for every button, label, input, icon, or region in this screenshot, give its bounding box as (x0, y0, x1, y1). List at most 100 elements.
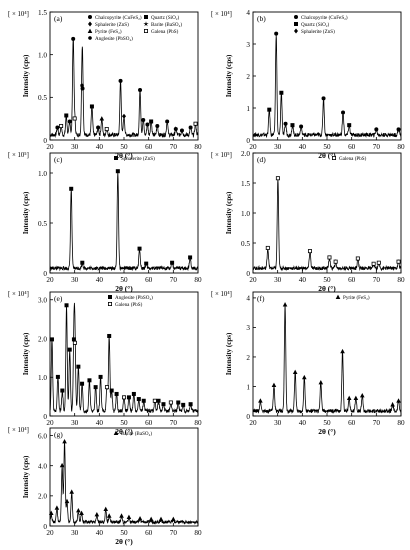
x-tick-label: 70 (170, 143, 178, 151)
xrd-panel-c: 0 0.5 1.0 20 30 40 50 60 70 80 2θ (°) Intensity (cp… (8, 152, 202, 293)
x-tick-label: 30 (71, 529, 79, 537)
legend-marker (294, 28, 298, 34)
panel-label: (c) (54, 155, 63, 164)
peak-marker (62, 438, 67, 444)
y-tick-label: 0 (43, 523, 47, 531)
x-axis-title: 2θ (°) (115, 537, 133, 546)
peak-marker (258, 398, 263, 403)
x-tick-label: 80 (397, 276, 405, 284)
peak-marker (48, 510, 54, 516)
y-tick-label: 6.0 (38, 432, 47, 440)
peak-marker (106, 513, 112, 518)
x-tick-label: 60 (348, 276, 356, 284)
peak-marker (188, 125, 193, 130)
y-tick-label: 4.0 (38, 462, 47, 470)
legend-marker (335, 294, 341, 299)
peak-marker (279, 90, 284, 95)
peak-marker (161, 402, 166, 407)
peak-marker (76, 364, 81, 369)
legend-label: Anglesite (PbSO₄) (95, 35, 133, 42)
legend-marker (294, 22, 298, 26)
peak-marker (99, 116, 105, 121)
peak-marker (340, 348, 345, 354)
legend-label: Chalcopyrite (CuFeS₂) (95, 14, 142, 21)
y-tick-label: 1.0 (38, 374, 47, 382)
legend: Anglesite (PbSO₄)Galena (PbS) (108, 294, 153, 308)
peak-marker (137, 515, 143, 521)
peak-marker (148, 516, 154, 522)
panel-label: (d) (257, 155, 266, 164)
peak-marker (64, 498, 70, 504)
y-tick-label: 2 (246, 73, 250, 81)
legend-label: Quartz (SiO₂) (301, 21, 330, 28)
peak-marker (69, 489, 75, 494)
legend: Chalcopyrite (CuFeS₂)Quartz (SiO₂)Sphale… (294, 14, 348, 35)
legend: Sphalerite (ZnS) (114, 155, 155, 162)
legend: Pyrite (FeS₂) (335, 294, 370, 301)
legend: Galena (PbS) (331, 155, 367, 162)
peak-marker (346, 395, 352, 401)
peak-marker (126, 514, 132, 520)
panel-label: (f) (257, 294, 265, 303)
y-tick-label: 2.0 (38, 335, 47, 343)
peak-marker (155, 123, 160, 128)
xrd-panel-b: 0 1 2 3 4 20 30 40 50 60 70 80 2θ (°) Intensity (cps)… (211, 9, 405, 160)
x-tick-label: 20 (46, 419, 54, 427)
peak-marker (299, 124, 304, 129)
peak-marker (355, 256, 360, 261)
x-tick-label: 50 (323, 143, 331, 151)
x-tick-label: 40 (299, 419, 307, 427)
peak-marker (282, 302, 288, 307)
peak-marker (119, 513, 124, 518)
legend-label: Pyrite (FeS₂) (343, 294, 370, 301)
y-axis-title: Intensity (cps) (22, 455, 30, 498)
peak-marker (149, 119, 154, 124)
peak-marker (109, 388, 114, 393)
x-tick-label: 70 (373, 276, 381, 284)
legend-label: Galena (PbS) (151, 28, 179, 35)
intensity-scale-label: [ × 10⁵] (211, 152, 232, 159)
y-axis-title: Intensity (cps) (225, 332, 233, 375)
peak-marker (173, 126, 178, 131)
x-axis-title: 2θ (°) (318, 427, 336, 436)
x-tick-label: 50 (120, 143, 128, 151)
legend-label: Pyrite (FeS₂) (95, 28, 122, 35)
xrd-panel-e: 0 1.0 2.0 3.0 20 30 40 50 60 70 80 2θ (°) Intensity … (8, 291, 202, 436)
peak-marker (98, 374, 103, 379)
peak-marker (104, 126, 109, 131)
x-tick-label: 70 (170, 419, 178, 427)
x-tick-label: 40 (96, 143, 104, 151)
peak-marker (93, 385, 98, 390)
x-tick-label: 30 (71, 143, 79, 151)
legend-label: Barite (BaSO₄) (151, 21, 182, 28)
peak-marker (118, 78, 123, 83)
peak-marker (396, 127, 401, 132)
x-tick-label: 80 (194, 276, 202, 284)
legend-marker (88, 36, 92, 40)
peak-marker (271, 382, 277, 388)
peak-marker (136, 397, 141, 402)
intensity-scale-label: [ × 10⁴] (8, 11, 29, 18)
peak-marker (141, 398, 146, 403)
peak-marker (67, 347, 72, 352)
peak-marker (181, 402, 186, 407)
x-tick-label: 40 (299, 276, 307, 284)
peak-marker (188, 402, 193, 407)
peak-marker (89, 104, 94, 109)
legend-marker (88, 21, 92, 27)
legend-marker (108, 301, 113, 306)
diffraction-pattern-line (49, 440, 199, 525)
x-tick-label: 50 (120, 276, 128, 284)
y-tick-label: 0 (246, 137, 250, 145)
x-tick-label: 80 (194, 419, 202, 427)
legend-marker (87, 28, 93, 33)
y-tick-label: 1.5 (241, 180, 250, 188)
xrd-panel-g: 0 2.0 4.0 6.0 20 30 40 50 60 70 80 2θ (°) Intensity … (8, 427, 202, 546)
x-tick-label: 20 (249, 276, 257, 284)
peak-marker (131, 391, 136, 396)
y-tick-label: 1 (246, 105, 250, 113)
legend-label: Galena (PbS) (115, 301, 143, 308)
x-tick-label: 60 (348, 419, 356, 427)
peak-marker (267, 107, 272, 112)
